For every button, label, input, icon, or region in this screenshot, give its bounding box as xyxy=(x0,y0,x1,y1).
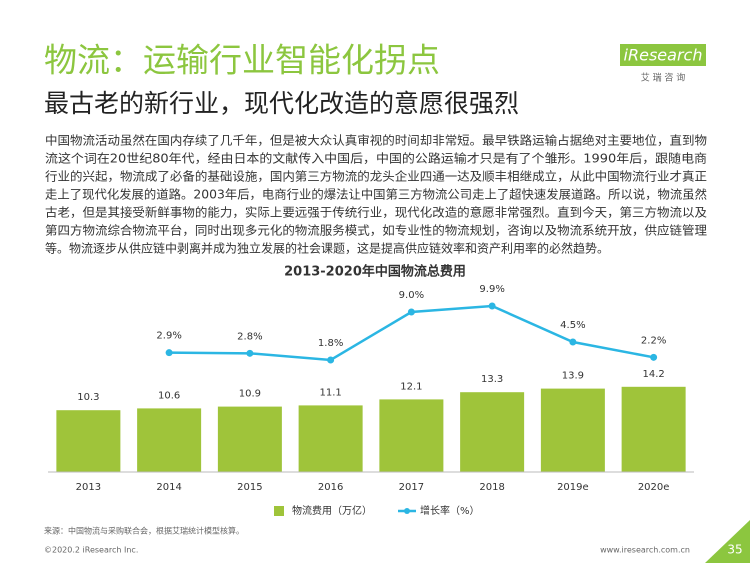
paragraph-line: 走上了现代化发展的道路。2003年后，电商行业的爆法让中国第三方物流公司走上了超… xyxy=(45,187,707,202)
page-number: 35 xyxy=(727,543,742,557)
line-point xyxy=(650,353,658,361)
data-label: 9.9% xyxy=(479,284,504,295)
logo-box xyxy=(620,44,706,66)
data-label: 14.2 xyxy=(642,369,664,380)
line-point xyxy=(569,338,577,346)
data-label: 13.3 xyxy=(481,374,503,385)
source: 来源：中国物流与采购联合会，根据艾瑞统计模型核算。 xyxy=(44,526,244,536)
paragraph-line: 古老，但是其接受新鲜事物的能力，实际上要远强于传统行业，现代化改造的意愿非常强烈… xyxy=(45,205,707,220)
bar xyxy=(379,399,444,472)
chart-title: 2013-2020年中国物流总费用 xyxy=(284,264,466,280)
data-label: 10.9 xyxy=(239,389,261,400)
data-label: 10.3 xyxy=(77,392,99,403)
legend-label: 增长率（%） xyxy=(420,504,480,517)
legend-swatch xyxy=(274,506,284,516)
logo-sub: 艾 瑞 咨 询 xyxy=(641,72,686,84)
paragraph-line: 行业的兴起，物流成了必备的基础设施，国内第三方物流的龙头企业四通一达及顺丰相继成… xyxy=(45,169,707,184)
data-label: 10.6 xyxy=(158,390,180,401)
logo: iResearch xyxy=(624,46,703,65)
data-label: 12.1 xyxy=(400,381,422,392)
x-tick-label: 2013 xyxy=(76,482,101,493)
line-point xyxy=(488,302,496,310)
x-tick-label: 2015 xyxy=(237,482,262,493)
data-label: 2.8% xyxy=(237,331,262,342)
data-label: 2.9% xyxy=(156,331,181,342)
paragraph-line: 流这个词在20世纪80年代，经由日本的文献传入中国后，中国的公路运输才只是有了个… xyxy=(45,151,707,166)
legend-swatch xyxy=(404,508,410,514)
x-tick-label: 2016 xyxy=(318,482,343,493)
bar xyxy=(540,388,605,472)
line-point xyxy=(327,356,335,364)
url: www.iresearch.com.cn xyxy=(600,546,690,555)
line-point xyxy=(246,349,254,357)
x-tick-label: 2014 xyxy=(156,482,181,493)
corner xyxy=(705,520,750,563)
line-point xyxy=(407,308,415,316)
x-tick-label: 2017 xyxy=(399,482,424,493)
bar xyxy=(137,408,202,472)
paragraph-line: 第四方物流综合物流平台，同时出现多元化的物流服务模式，如专业性的物流规划，咨询以… xyxy=(45,223,707,238)
x-tick-label: 2019e xyxy=(557,482,589,493)
paragraph-line: 等。物流逐步从供应链中剥离并成为独立发展的社会课题，这是提高供应链效率和资产利用… xyxy=(45,241,609,256)
title: 物流：运输行业智能化拐点 xyxy=(44,41,440,80)
data-label: 1.8% xyxy=(318,338,343,349)
x-tick-label: 2020e xyxy=(638,482,670,493)
copyright: ©2020.2 iResearch Inc. xyxy=(44,546,138,555)
bar xyxy=(298,405,363,472)
data-label: 11.1 xyxy=(319,387,341,398)
data-label: 9.0% xyxy=(399,290,424,301)
subtitle: 最古老的新行业，现代化改造的意愿很强烈 xyxy=(44,89,519,118)
data-label: 13.9 xyxy=(562,371,584,382)
bar xyxy=(217,406,282,472)
bar xyxy=(56,410,121,472)
bar xyxy=(621,386,686,472)
legend-label: 物流费用（万亿） xyxy=(292,504,372,517)
paragraph-line: 中国物流活动虽然在国内存续了几千年，但是被大众认真审视的时间却非常短。最早铁路运… xyxy=(45,133,707,148)
data-label: 2.2% xyxy=(641,335,666,346)
data-label: 4.5% xyxy=(560,320,585,331)
bar xyxy=(460,392,525,472)
line-point xyxy=(165,349,173,357)
x-tick-label: 2018 xyxy=(479,482,504,493)
